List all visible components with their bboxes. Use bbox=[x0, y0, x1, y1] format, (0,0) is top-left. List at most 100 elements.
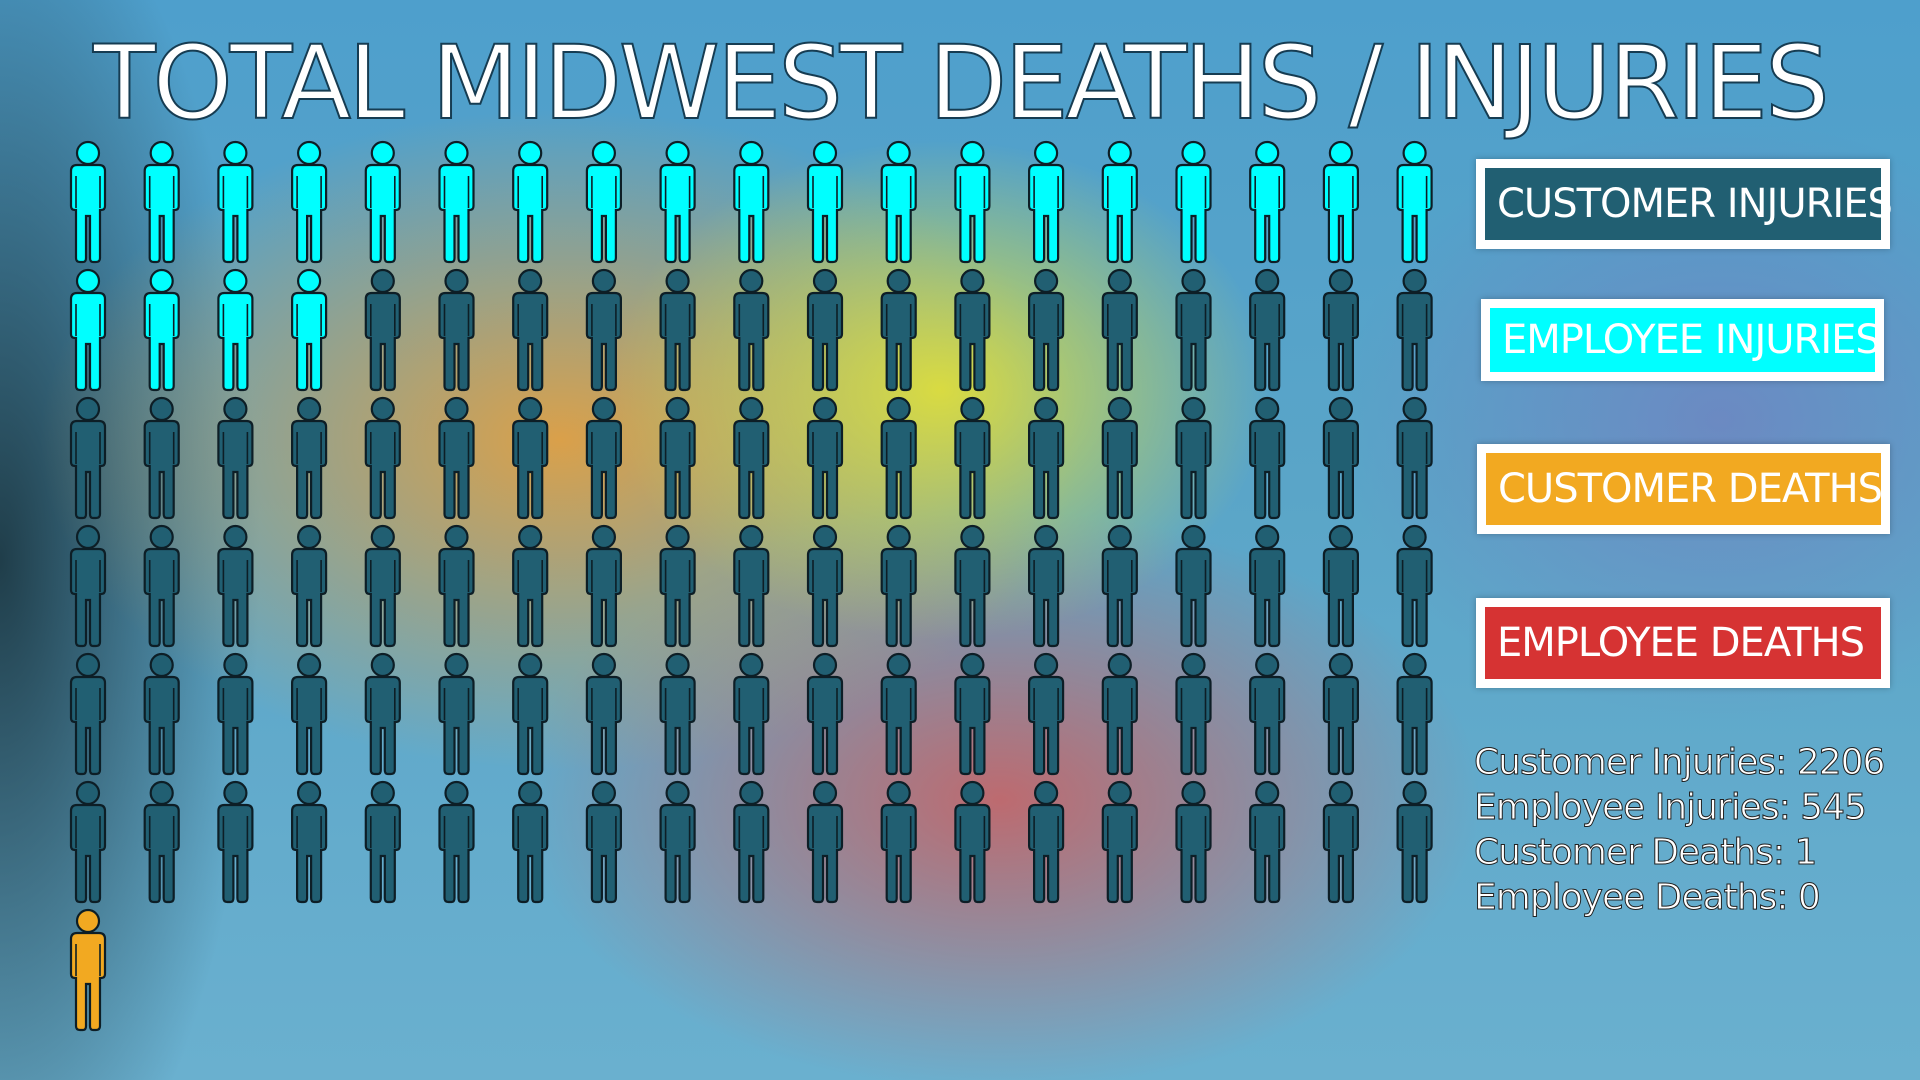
customer-injury-person-icon bbox=[291, 652, 328, 776]
employee-injury-person-icon bbox=[954, 140, 991, 264]
customer-injury-person-icon bbox=[1101, 268, 1138, 392]
customer-injury-person-icon bbox=[438, 652, 475, 776]
customer-injury-person-icon bbox=[1175, 780, 1212, 904]
customer-injury-person-icon bbox=[659, 780, 696, 904]
customer-injury-person-icon bbox=[659, 652, 696, 776]
customer-injury-person-icon bbox=[585, 524, 623, 648]
stat-customer-deaths: Customer Deaths: 1 bbox=[1473, 832, 1817, 874]
stats-list: Customer Injuries: 2206 Employee Injurie… bbox=[1473, 740, 1885, 920]
customer-injury-person-icon bbox=[733, 780, 770, 904]
customer-injury-person-icon bbox=[880, 652, 917, 776]
customer-injury-person-icon bbox=[880, 524, 917, 648]
customer-injury-person-icon bbox=[512, 524, 549, 648]
legend-customer-deaths: CUSTOMER DEATHS bbox=[1477, 444, 1890, 534]
customer-injury-person-icon bbox=[806, 524, 844, 648]
customer-injury-person-icon bbox=[1101, 396, 1138, 520]
employee-injury-person-icon bbox=[1101, 140, 1138, 264]
employee-injury-person-icon bbox=[1322, 140, 1360, 264]
customer-injury-person-icon bbox=[659, 396, 696, 520]
employee-injury-person-icon bbox=[438, 140, 475, 264]
customer-injury-person-icon bbox=[1396, 652, 1433, 776]
customer-injury-person-icon bbox=[1249, 396, 1286, 520]
customer-injury-person-icon bbox=[364, 780, 401, 904]
customer-injury-person-icon bbox=[291, 524, 328, 648]
customer-injury-person-icon bbox=[1175, 524, 1212, 648]
customer-injury-person-icon bbox=[143, 396, 180, 520]
customer-injury-person-icon bbox=[1175, 268, 1212, 392]
customer-injury-person-icon bbox=[1101, 652, 1138, 776]
legend-employee-injuries: EMPLOYEE INJURIES bbox=[1481, 299, 1884, 381]
employee-injury-person-icon bbox=[1175, 140, 1212, 264]
customer-injury-person-icon bbox=[364, 268, 401, 392]
employee-injury-person-icon bbox=[1396, 140, 1433, 264]
customer-injury-person-icon bbox=[733, 652, 770, 776]
customer-injury-person-icon bbox=[1101, 524, 1138, 648]
customer-injury-person-icon bbox=[1396, 780, 1433, 904]
customer-injury-person-icon bbox=[217, 652, 254, 776]
customer-injury-person-icon bbox=[733, 396, 770, 520]
legend-customer-injuries-label: CUSTOMER INJURIES bbox=[1497, 181, 1893, 227]
customer-injury-person-icon bbox=[954, 780, 991, 904]
customer-injury-person-icon bbox=[69, 524, 107, 648]
customer-injury-person-icon bbox=[291, 780, 328, 904]
employee-injury-person-icon bbox=[143, 140, 180, 264]
customer-injury-person-icon bbox=[69, 652, 107, 776]
customer-injury-person-icon bbox=[291, 396, 328, 520]
employee-injury-person-icon bbox=[585, 140, 623, 264]
customer-injury-person-icon bbox=[438, 268, 475, 392]
customer-injury-person-icon bbox=[512, 780, 549, 904]
customer-injury-person-icon bbox=[733, 524, 770, 648]
chart-title: TOTAL MIDWEST DEATHS / INJURIES bbox=[92, 23, 1831, 144]
employee-injury-person-icon bbox=[1249, 140, 1286, 264]
stat-customer-injuries: Customer Injuries: 2206 bbox=[1473, 742, 1885, 784]
employee-injury-person-icon bbox=[659, 140, 696, 264]
customer-injury-person-icon bbox=[1322, 396, 1360, 520]
employee-injury-person-icon bbox=[143, 268, 180, 392]
legend-customer-injuries: CUSTOMER INJURIES bbox=[1476, 159, 1893, 249]
customer-injury-person-icon bbox=[1396, 396, 1433, 520]
legend-employee-deaths: EMPLOYEE DEATHS bbox=[1476, 598, 1890, 688]
stat-employee-injuries: Employee Injuries: 545 bbox=[1473, 787, 1867, 829]
customer-injury-person-icon bbox=[143, 652, 180, 776]
customer-injury-person-icon bbox=[806, 268, 844, 392]
customer-injury-person-icon bbox=[1322, 780, 1360, 904]
customer-injury-person-icon bbox=[364, 524, 401, 648]
customer-injury-person-icon bbox=[1396, 524, 1433, 648]
customer-injury-person-icon bbox=[954, 396, 991, 520]
employee-injury-person-icon bbox=[733, 140, 770, 264]
employee-injury-person-icon bbox=[69, 268, 107, 392]
customer-injury-person-icon bbox=[1322, 268, 1360, 392]
customer-injury-person-icon bbox=[1027, 524, 1065, 648]
customer-injury-person-icon bbox=[585, 396, 623, 520]
customer-injury-person-icon bbox=[217, 396, 254, 520]
customer-injury-person-icon bbox=[438, 396, 475, 520]
customer-injury-person-icon bbox=[954, 524, 991, 648]
customer-injury-person-icon bbox=[806, 780, 844, 904]
employee-injury-person-icon bbox=[217, 268, 254, 392]
employee-injury-person-icon bbox=[291, 140, 328, 264]
customer-injury-person-icon bbox=[659, 524, 696, 648]
employee-injury-person-icon bbox=[806, 140, 844, 264]
legend-employee-deaths-label: EMPLOYEE DEATHS bbox=[1497, 620, 1865, 666]
customer-injury-person-icon bbox=[143, 524, 180, 648]
employee-injury-person-icon bbox=[512, 140, 549, 264]
customer-injury-person-icon bbox=[585, 652, 623, 776]
customer-injury-person-icon bbox=[69, 780, 107, 904]
customer-injury-person-icon bbox=[1396, 268, 1433, 392]
customer-injury-person-icon bbox=[954, 268, 991, 392]
employee-injury-person-icon bbox=[217, 140, 254, 264]
customer-injury-person-icon bbox=[512, 268, 549, 392]
customer-injury-person-icon bbox=[69, 396, 107, 520]
customer-injury-person-icon bbox=[512, 396, 549, 520]
customer-injury-person-icon bbox=[438, 524, 475, 648]
employee-injury-person-icon bbox=[880, 140, 917, 264]
employee-injury-person-icon bbox=[364, 140, 401, 264]
legend-employee-injuries-label: EMPLOYEE INJURIES bbox=[1502, 317, 1881, 363]
customer-injury-person-icon bbox=[438, 780, 475, 904]
customer-injury-person-icon bbox=[880, 780, 917, 904]
customer-injury-person-icon bbox=[1322, 652, 1360, 776]
customer-injury-person-icon bbox=[364, 652, 401, 776]
customer-injury-person-icon bbox=[1249, 652, 1286, 776]
pictograph-grid bbox=[69, 140, 1433, 1032]
customer-injury-person-icon bbox=[1027, 268, 1065, 392]
